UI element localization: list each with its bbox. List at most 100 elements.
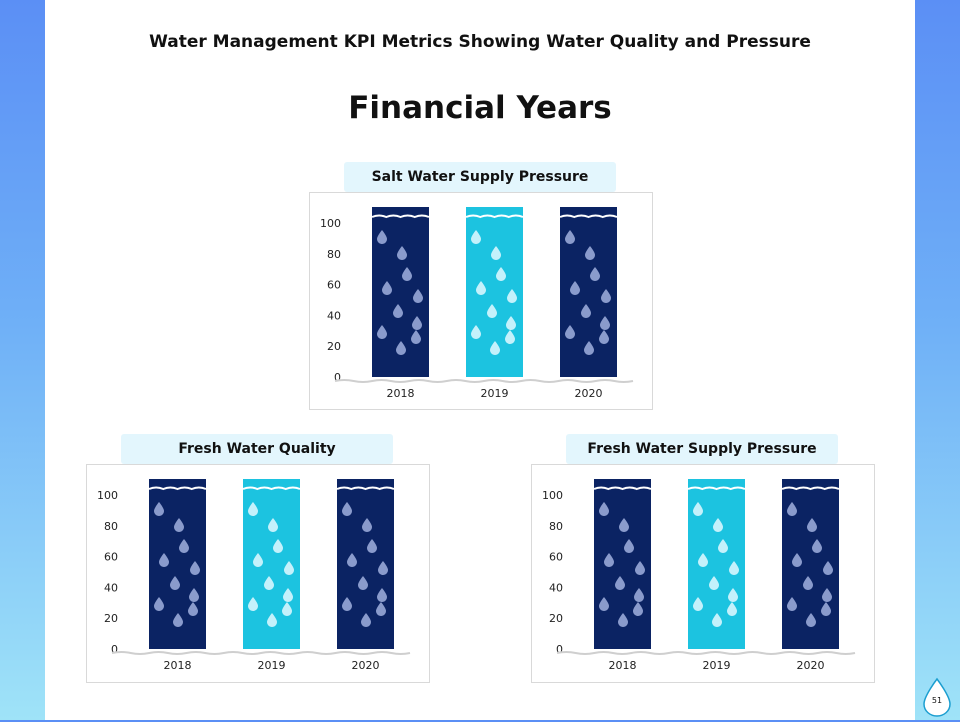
y-tick-label: 100 — [97, 489, 118, 502]
water-drop-icon — [412, 316, 422, 330]
water-drop-icon — [476, 281, 486, 295]
water-drop-icon — [170, 576, 180, 590]
water-drop-icon — [822, 588, 832, 602]
bar-wave — [148, 486, 207, 491]
bar-wave — [559, 214, 618, 219]
water-drop-icon — [471, 325, 481, 339]
x-tick-label: 2019 — [703, 659, 731, 672]
y-tick-label: 60 — [549, 551, 563, 564]
water-drop-icon — [491, 246, 501, 260]
water-drop-icon — [599, 502, 609, 516]
bar-wave — [593, 486, 652, 491]
water-drop-icon — [362, 518, 372, 532]
water-drop-icon — [397, 246, 407, 260]
water-drop-icon — [727, 602, 737, 616]
water-drop-icon — [413, 289, 423, 303]
water-drop-icon — [396, 341, 406, 355]
water-drop-icon — [411, 330, 421, 344]
water-drop-icon — [600, 316, 610, 330]
y-tick-label: 60 — [327, 279, 341, 292]
water-drop-icon — [264, 576, 274, 590]
x-tick-label: 2019 — [481, 387, 509, 400]
y-tick-label: 100 — [320, 217, 341, 230]
bar-wave — [465, 214, 524, 219]
water-drop-icon — [590, 267, 600, 281]
y-tick-label: 0 — [111, 643, 118, 656]
x-tick-label: 2020 — [575, 387, 603, 400]
x-tick-label: 2020 — [797, 659, 825, 672]
water-drop-icon — [382, 281, 392, 295]
page-number: 51 — [931, 696, 943, 705]
water-drop-icon — [367, 539, 377, 553]
water-drop-icon — [507, 289, 517, 303]
water-drop-icon — [787, 502, 797, 516]
y-tick-label: 40 — [549, 581, 563, 594]
page-number-badge: 51 — [920, 676, 954, 718]
water-drop-icon — [584, 341, 594, 355]
water-drop-icon — [807, 518, 817, 532]
water-drop-icon — [812, 539, 822, 553]
x-axis-baseline — [556, 651, 856, 655]
water-drop-icon — [173, 613, 183, 627]
water-drop-icon — [635, 561, 645, 575]
water-drop-icon — [496, 267, 506, 281]
slide: Water Management KPI Metrics Showing Wat… — [45, 0, 915, 720]
water-drop-icon — [712, 613, 722, 627]
water-drop-icon — [599, 330, 609, 344]
bar-wave — [242, 486, 301, 491]
water-drop-icon — [253, 553, 263, 567]
water-drop-icon — [282, 602, 292, 616]
water-drop-icon — [570, 281, 580, 295]
water-drop-icon — [179, 539, 189, 553]
x-tick-label: 2018 — [387, 387, 415, 400]
y-tick-label: 0 — [334, 371, 341, 384]
water-drop-icon — [154, 597, 164, 611]
water-drop-icon — [347, 553, 357, 567]
water-drop-icon — [624, 539, 634, 553]
water-drop-icon — [342, 502, 352, 516]
water-drop-icon — [787, 597, 797, 611]
water-drop-icon — [267, 613, 277, 627]
bar-2020 — [781, 479, 840, 649]
water-drop-icon — [698, 553, 708, 567]
x-tick-label: 2018 — [609, 659, 637, 672]
bar-2019 — [242, 479, 301, 649]
chart-salt-water-supply-pressure: 0 20 40 60 80 100 2018 2019 2020 — [309, 192, 653, 410]
water-drop-icon — [248, 502, 258, 516]
water-drop-icon — [361, 613, 371, 627]
water-drop-icon — [599, 597, 609, 611]
water-drop-icon — [284, 561, 294, 575]
water-drop-icon — [823, 561, 833, 575]
water-drop-icon — [923, 677, 951, 717]
water-drop-icon — [506, 316, 516, 330]
chart-title-fresh-water-supply-pressure: Fresh Water Supply Pressure — [566, 434, 838, 464]
y-tick-label: 60 — [104, 551, 118, 564]
chart-fresh-water-quality: 0 20 40 60 80 100 2018 2019 2020 — [86, 464, 430, 683]
water-drop-icon — [709, 576, 719, 590]
y-tick-label: 80 — [549, 520, 563, 533]
water-drop-icon — [283, 588, 293, 602]
water-drop-icon — [585, 246, 595, 260]
slide-title: Water Management KPI Metrics Showing Wat… — [149, 32, 811, 52]
water-drop-icon — [377, 230, 387, 244]
water-drop-icon — [565, 230, 575, 244]
bar-wave — [371, 214, 430, 219]
water-drop-icon — [402, 267, 412, 281]
y-tick-label: 40 — [104, 581, 118, 594]
y-tick-label: 40 — [327, 309, 341, 322]
slide-subtitle: Financial Years — [348, 90, 612, 126]
water-drop-icon — [393, 304, 403, 318]
bar-wave — [781, 486, 840, 491]
water-drop-icon — [378, 561, 388, 575]
y-tick-label: 80 — [327, 248, 341, 261]
water-drop-icon — [713, 518, 723, 532]
water-drop-icon — [565, 325, 575, 339]
bar-2018 — [148, 479, 207, 649]
water-drop-icon — [729, 561, 739, 575]
water-drop-icon — [806, 613, 816, 627]
water-drop-icon — [581, 304, 591, 318]
water-drop-icon — [821, 602, 831, 616]
water-drop-icon — [615, 576, 625, 590]
water-drop-icon — [792, 553, 802, 567]
water-drop-icon — [154, 502, 164, 516]
